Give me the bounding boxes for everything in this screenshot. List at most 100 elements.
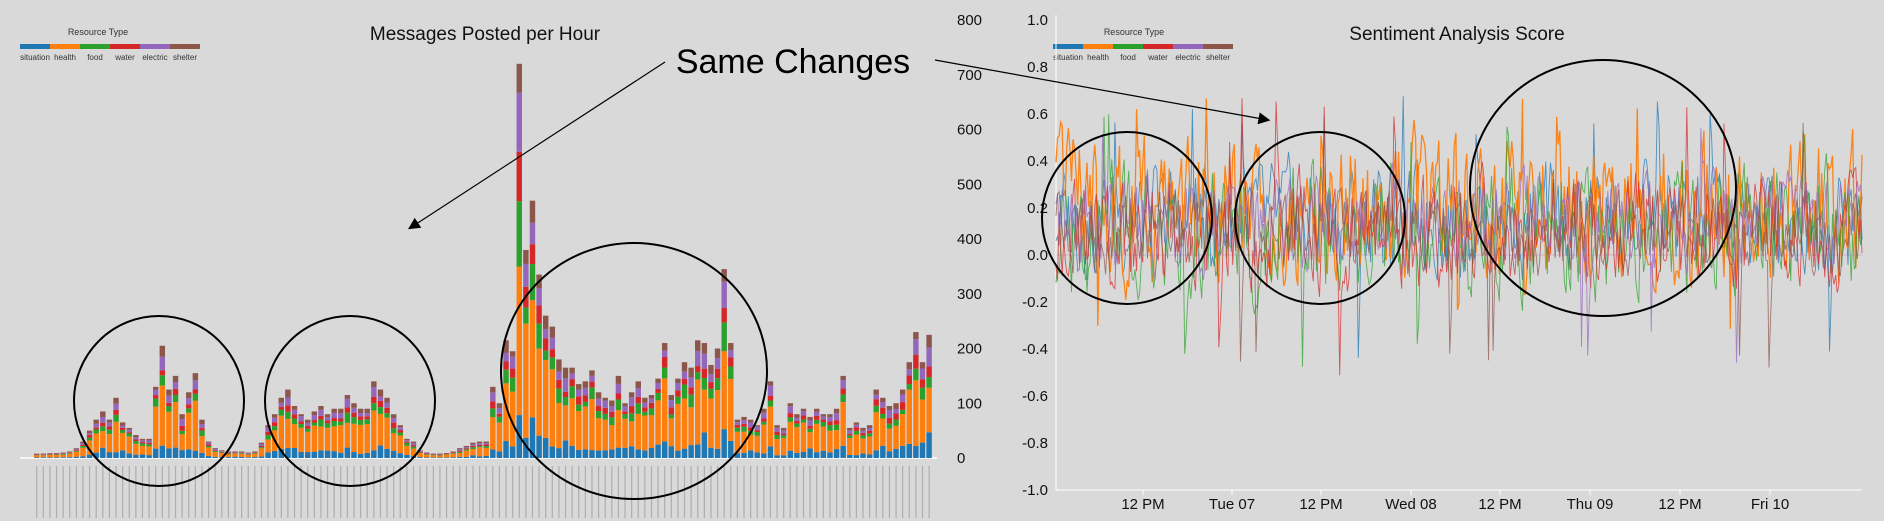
bar-segment-water: [146, 442, 152, 445]
bar-segment-electric: [186, 398, 192, 405]
bar-segment-situation: [252, 457, 258, 458]
bar-segment-water: [285, 405, 291, 412]
bar-segment-health: [305, 431, 311, 453]
bar-segment-food: [708, 388, 714, 399]
bar-segment-electric: [562, 378, 569, 392]
sentiment-line-water: [1055, 98, 1863, 376]
bar-segment-health: [893, 425, 899, 449]
bar-segment-situation: [40, 457, 47, 458]
bar-segment-food: [628, 413, 635, 422]
bar-segment-situation: [265, 452, 271, 458]
bar-segment-electric: [523, 263, 529, 287]
bar-segment-situation: [271, 450, 278, 458]
bar-segment-situation: [503, 441, 509, 458]
bar-segment-health: [437, 455, 443, 458]
bar-segment-situation: [642, 450, 648, 458]
bar-segment-water: [410, 445, 417, 447]
bar-segment-water: [364, 416, 370, 420]
bar-segment-situation: [569, 445, 575, 458]
left-chart-title: Messages Posted per Hour: [370, 24, 601, 45]
bar-segment-electric: [503, 352, 509, 362]
bar-segment-shelter: [40, 453, 47, 455]
bar-segment-electric: [615, 383, 622, 394]
bar-segment-electric: [728, 350, 734, 358]
bar-segment-situation: [100, 447, 106, 458]
bar-segment-situation: [509, 446, 516, 458]
left-bars: [34, 63, 932, 459]
bar-segment-water: [754, 430, 760, 432]
bar-segment-electric: [357, 413, 364, 417]
bar-segment-health: [913, 380, 919, 446]
bar-segment-shelter: [133, 435, 139, 438]
bar-segment-water: [73, 450, 80, 451]
bar-segment-shelter: [860, 427, 866, 431]
bar-segment-health: [556, 402, 562, 449]
bar-segment-electric: [397, 427, 403, 431]
bar-segment-shelter: [615, 375, 622, 384]
bar-segment-food: [529, 264, 536, 301]
x-category-label: [882, 466, 884, 518]
x-category-label: [849, 466, 851, 518]
x-category-label: [492, 466, 494, 518]
x-category-label: [683, 466, 686, 518]
x-category-label: [379, 466, 382, 518]
bar-segment-electric: [622, 406, 628, 412]
bar-segment-health: [827, 430, 833, 453]
bar-segment-situation: [291, 447, 298, 458]
x-category-label: [895, 466, 897, 518]
bar-segment-food: [338, 421, 344, 426]
bar-segment-health: [278, 415, 284, 449]
bar-segment-electric: [73, 448, 80, 451]
bar-segment-water: [721, 307, 727, 323]
x-category-label: [333, 466, 335, 518]
bar-segment-situation: [338, 452, 344, 458]
bar-segment-shelter: [179, 414, 185, 420]
x-category-label: [194, 466, 196, 518]
bar-segment-shelter: [807, 416, 813, 421]
bar-segment-electric: [252, 452, 258, 453]
right-x-tick: Fri 10: [1751, 496, 1789, 513]
bar-segment-electric: [668, 400, 675, 408]
bar-segment-electric: [271, 417, 278, 423]
bar-segment-situation: [576, 449, 582, 458]
x-category-label: [234, 466, 236, 518]
bar-segment-situation: [708, 447, 714, 458]
bar-segment-shelter: [80, 441, 86, 444]
bar-segment-electric: [820, 416, 827, 420]
bar-segment-food: [265, 435, 271, 440]
bar-segment-electric: [205, 442, 212, 445]
bar-segment-situation: [437, 457, 443, 459]
bar-segment-food: [417, 452, 423, 454]
bar-segment-electric: [463, 447, 470, 449]
x-category-label: [88, 466, 91, 518]
bar-segment-food: [126, 433, 132, 437]
bar-segment-food: [344, 412, 351, 423]
bar-segment-shelter: [390, 414, 397, 419]
bar-segment-food: [404, 442, 410, 446]
x-category-label: [657, 466, 659, 518]
bar-segment-health: [377, 413, 384, 446]
bar-segment-water: [847, 433, 853, 436]
bar-segment-health: [106, 434, 113, 453]
bar-segment-shelter: [800, 408, 807, 412]
bar-segment-shelter: [562, 367, 569, 379]
bar-segment-electric: [192, 380, 199, 390]
bar-segment-situation: [424, 457, 430, 458]
bar-segment-electric: [278, 402, 284, 407]
bar-segment-food: [569, 386, 575, 399]
bar-segment-situation: [814, 452, 820, 458]
bar-segment-shelter: [635, 381, 641, 389]
bar-segment-water: [866, 430, 873, 434]
bar-segment-health: [714, 390, 721, 449]
bar-segment-food: [893, 419, 899, 426]
bar-segment-situation: [258, 456, 265, 458]
bar-segment-food: [113, 414, 119, 422]
bar-segment-health: [252, 453, 258, 458]
highlight-circle-right-1: [1041, 131, 1213, 305]
bar-segment-health: [609, 425, 615, 450]
bar-segment-food: [787, 417, 793, 422]
left-legend-swatch-food: [80, 44, 110, 49]
x-category-label: [525, 466, 527, 518]
x-category-label: [307, 466, 309, 518]
bar-segment-situation: [225, 457, 232, 458]
